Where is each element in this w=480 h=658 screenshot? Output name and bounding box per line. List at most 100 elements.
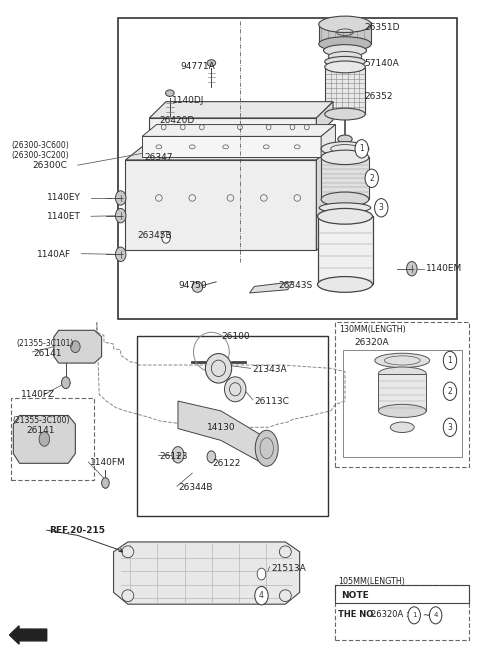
Text: 1140DJ: 1140DJ	[172, 97, 204, 105]
Text: 130MM(LENGTH): 130MM(LENGTH)	[339, 324, 406, 334]
Text: 21513A: 21513A	[271, 564, 306, 572]
Text: 4: 4	[259, 591, 264, 600]
Text: 26123: 26123	[159, 451, 187, 461]
Text: THE NO.: THE NO.	[338, 609, 376, 619]
Ellipse shape	[318, 276, 372, 292]
Text: (26300-3C200): (26300-3C200)	[11, 151, 69, 160]
Bar	[137, 336, 328, 516]
FancyArrow shape	[10, 626, 47, 644]
Text: 94771A: 94771A	[180, 63, 215, 72]
Polygon shape	[316, 145, 335, 251]
Circle shape	[444, 351, 456, 370]
Ellipse shape	[255, 430, 278, 467]
Polygon shape	[316, 101, 333, 136]
Text: 1140EM: 1140EM	[426, 265, 462, 273]
Text: 26113C: 26113C	[254, 397, 289, 405]
Ellipse shape	[390, 422, 414, 432]
Ellipse shape	[207, 60, 216, 66]
Ellipse shape	[172, 447, 184, 463]
Ellipse shape	[407, 261, 417, 276]
Bar	[318, 216, 372, 284]
Polygon shape	[54, 330, 102, 363]
Ellipse shape	[71, 341, 80, 353]
Text: 2: 2	[369, 174, 374, 183]
Ellipse shape	[116, 247, 126, 261]
Text: 1140FM: 1140FM	[90, 458, 125, 467]
Polygon shape	[13, 415, 75, 463]
Text: 26343S: 26343S	[278, 280, 312, 290]
Text: 26347: 26347	[144, 153, 173, 162]
Ellipse shape	[162, 232, 170, 243]
Text: 1140AF: 1140AF	[37, 250, 72, 259]
Text: 26344B: 26344B	[178, 483, 213, 492]
Ellipse shape	[319, 16, 371, 32]
Text: 26141: 26141	[34, 349, 62, 358]
Ellipse shape	[279, 590, 291, 601]
Text: 26141: 26141	[26, 426, 55, 435]
Text: 21343A: 21343A	[252, 365, 287, 374]
Circle shape	[355, 139, 368, 158]
Ellipse shape	[378, 367, 426, 380]
Ellipse shape	[321, 141, 369, 156]
Text: 26351D: 26351D	[364, 23, 399, 32]
Text: 26100: 26100	[221, 332, 250, 342]
Text: 1140ET: 1140ET	[47, 212, 81, 221]
Text: FR.: FR.	[16, 628, 38, 642]
Polygon shape	[125, 145, 335, 160]
Ellipse shape	[116, 191, 126, 205]
Ellipse shape	[375, 353, 430, 368]
Circle shape	[374, 199, 388, 217]
Ellipse shape	[102, 478, 109, 488]
Text: 1: 1	[360, 144, 364, 153]
Polygon shape	[321, 124, 336, 157]
Bar	[118, 18, 457, 319]
Text: 14130: 14130	[206, 423, 235, 432]
Circle shape	[444, 418, 456, 436]
Polygon shape	[114, 542, 300, 604]
Ellipse shape	[192, 282, 203, 292]
Text: 2: 2	[448, 387, 452, 395]
Text: 26345B: 26345B	[137, 231, 172, 240]
Ellipse shape	[257, 568, 266, 580]
Bar	[343, 350, 462, 457]
Ellipse shape	[324, 45, 366, 57]
Polygon shape	[142, 124, 336, 136]
Polygon shape	[125, 160, 316, 251]
Bar	[336, 322, 469, 467]
Text: 26320A :: 26320A :	[371, 609, 411, 619]
Ellipse shape	[122, 590, 134, 601]
Text: ~: ~	[422, 611, 429, 620]
Bar	[336, 584, 469, 640]
Circle shape	[408, 607, 420, 624]
Ellipse shape	[324, 57, 365, 67]
Ellipse shape	[321, 150, 369, 164]
Ellipse shape	[328, 51, 362, 61]
Bar	[319, 22, 371, 44]
Ellipse shape	[279, 546, 291, 558]
Text: 1: 1	[412, 613, 417, 619]
Ellipse shape	[122, 546, 134, 558]
Text: 57140A: 57140A	[364, 59, 399, 68]
Ellipse shape	[319, 203, 371, 213]
Bar	[321, 157, 369, 199]
Ellipse shape	[324, 108, 365, 120]
Ellipse shape	[225, 377, 246, 402]
Ellipse shape	[324, 61, 365, 73]
Polygon shape	[149, 101, 333, 118]
Circle shape	[255, 586, 268, 605]
Polygon shape	[250, 282, 292, 293]
Polygon shape	[142, 136, 321, 157]
Bar	[378, 374, 426, 411]
Text: 26320A: 26320A	[355, 338, 389, 347]
Ellipse shape	[116, 209, 126, 223]
Text: 1140FZ: 1140FZ	[22, 390, 56, 399]
Circle shape	[444, 382, 456, 401]
Text: REF.20-215: REF.20-215	[49, 526, 105, 535]
Ellipse shape	[338, 135, 352, 143]
Ellipse shape	[205, 353, 232, 383]
Text: 26420D: 26420D	[159, 116, 194, 125]
Ellipse shape	[318, 209, 372, 224]
Text: 1140EY: 1140EY	[47, 193, 81, 203]
Text: NOTE: NOTE	[341, 591, 369, 600]
Text: (26300-3C600): (26300-3C600)	[11, 141, 69, 150]
